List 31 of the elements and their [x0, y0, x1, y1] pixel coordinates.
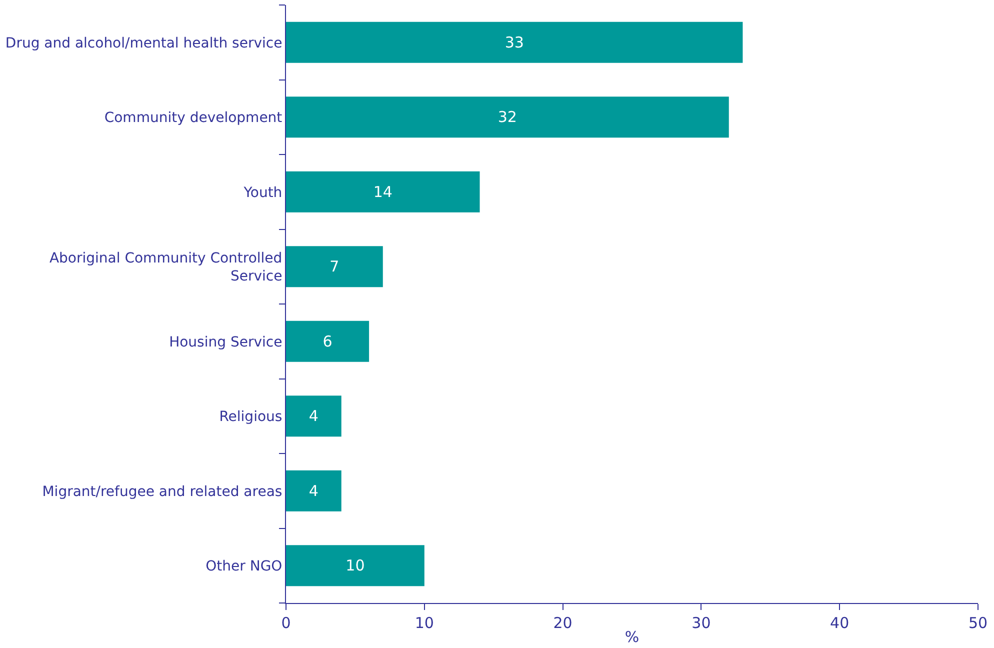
bar — [286, 396, 342, 437]
x-tick-label: 30 — [692, 614, 711, 632]
y-tick-label: Other NGO — [206, 558, 282, 575]
x-tick-label: 10 — [414, 614, 434, 632]
data-label: 10 — [346, 556, 365, 575]
bar — [286, 470, 342, 512]
x-tick-label: 40 — [830, 614, 850, 632]
data-label: 7 — [330, 258, 340, 276]
bar — [286, 22, 743, 63]
y-tick-label: Religious — [219, 409, 282, 426]
data-label: 33 — [504, 33, 524, 52]
bar — [286, 545, 424, 586]
bar — [286, 171, 480, 212]
x-tick-label: 20 — [553, 614, 572, 632]
y-tick-label: Aboriginal Community Controlled Service — [49, 250, 282, 285]
data-label: 6 — [322, 332, 332, 350]
x-tick-label: 50 — [968, 614, 988, 632]
x-tick-label: 0 — [281, 614, 291, 632]
y-tick-label: Youth — [242, 184, 282, 201]
bar — [286, 246, 383, 288]
data-label: 14 — [373, 182, 392, 201]
y-tick-label: Community development — [104, 110, 283, 126]
y-tick-label: Housing Service — [169, 334, 282, 350]
x-axis-title: % — [624, 628, 640, 646]
y-tick-label: Migrant/refugee and related areas — [42, 484, 282, 500]
data-label: 4 — [308, 407, 318, 426]
y-tick-label: Drug and alcohol/mental health service — [5, 35, 282, 52]
bar — [286, 320, 370, 362]
data-label: 4 — [308, 482, 318, 500]
bar — [286, 96, 729, 138]
data-label: 32 — [498, 108, 517, 126]
